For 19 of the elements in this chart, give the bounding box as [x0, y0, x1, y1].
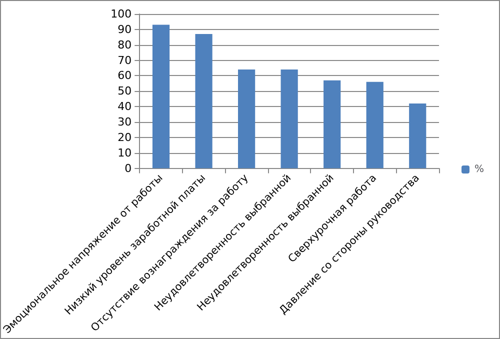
- bar: [409, 103, 426, 168]
- bar: [366, 82, 384, 168]
- y-tick-label: 90: [118, 22, 132, 36]
- bar: [195, 34, 212, 168]
- y-tick-label: 100: [110, 8, 132, 20]
- bar: [324, 80, 341, 168]
- y-tick-label: 0: [124, 162, 132, 175]
- bar: [238, 70, 256, 168]
- y-tick-label: 20: [118, 130, 132, 144]
- y-tick-label: 30: [118, 116, 132, 129]
- bar: [152, 24, 170, 168]
- y-tick-label: 70: [118, 54, 132, 67]
- y-tick-label: 60: [118, 69, 132, 82]
- y-tick-label: 80: [118, 38, 132, 52]
- y-tick-label: 50: [118, 84, 132, 98]
- legend-label: %: [474, 164, 484, 175]
- y-tick-label: 10: [118, 146, 132, 160]
- bar: [280, 70, 298, 168]
- y-tick-label: 40: [118, 100, 132, 114]
